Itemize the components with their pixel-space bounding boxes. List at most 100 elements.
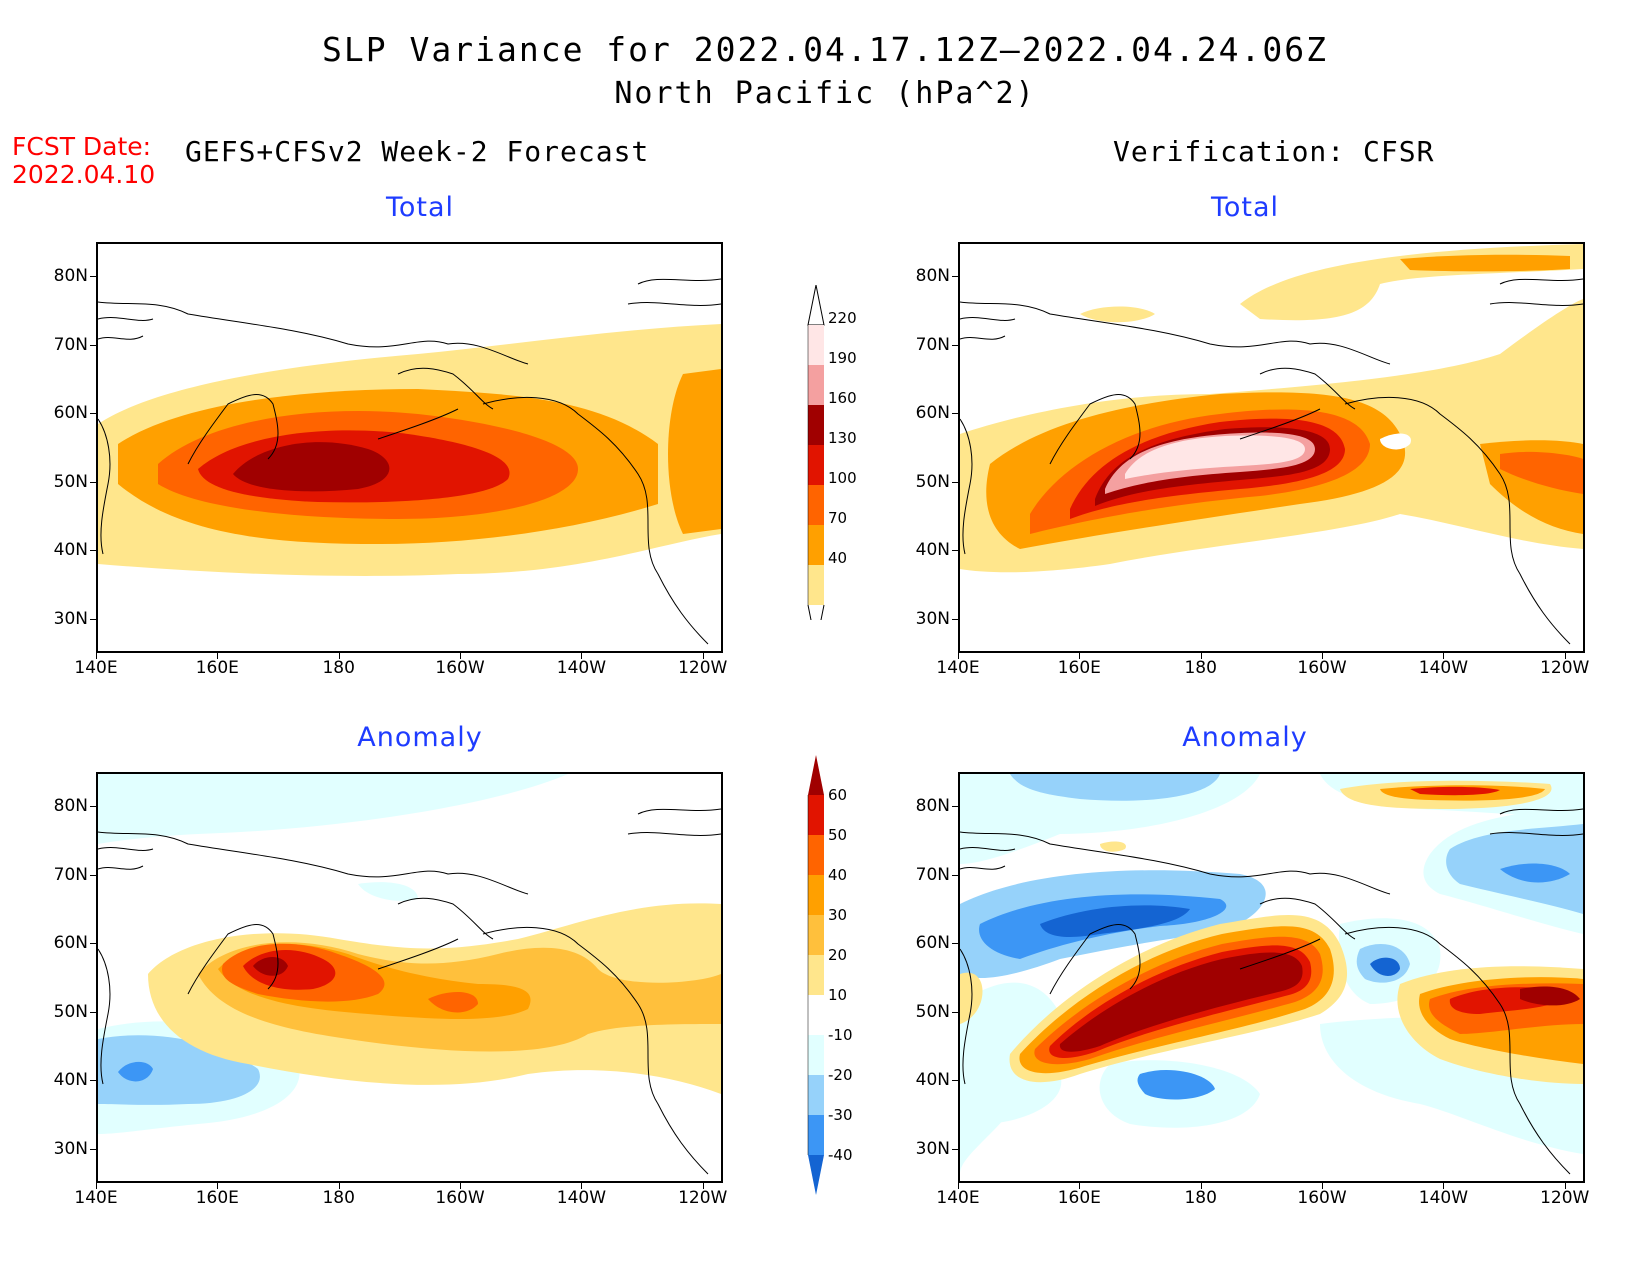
lon-label-ver-total: 140W [1418,658,1469,678]
fcst-total-title: Total [385,192,455,223]
lon-tick [338,1183,340,1189]
lat-tick [90,413,96,415]
lon-tick [1564,653,1566,659]
lon-tick [96,1183,97,1189]
main-title: SLP Variance for 2022.04.17.12Z–2022.04.… [322,30,1328,69]
lat-label-fcst-anom: 70N [53,864,88,885]
lat-tick [90,550,96,552]
ver-anom-contours [960,774,1583,1181]
cb-anom-label: -10 [828,1026,853,1044]
lon-label-fcst-total: 140E [74,658,118,678]
cb-total-label: 190 [828,349,857,367]
total-colorbar [807,285,825,620]
lon-label-fcst-anom: 140E [74,1188,118,1208]
lat-tick [90,344,96,346]
lon-tick [1443,653,1445,659]
cb-anom-box [808,795,824,835]
lat-label-fcst-total: 30N [53,608,88,629]
cb-anom-box [808,875,824,915]
lon-tick [702,653,704,659]
lon-label-fcst-total: 160W [435,658,485,678]
cb-anom-label: 30 [828,906,848,924]
lat-label-fcst-anom: 30N [53,1138,88,1159]
lon-tick [1322,653,1324,659]
lat-label-ver-anom: 60N [915,933,950,954]
cb-anom-label: -30 [828,1106,853,1124]
cb-anom-bottom [808,1155,824,1195]
lat-tick [90,943,96,945]
cb-total-box [808,365,824,405]
lat-label-fcst-anom: 80N [53,796,88,817]
lat-label-fcst-total: 50N [53,471,88,492]
fcst-total-contours [98,278,721,645]
lon-label-fcst-total: 120W [678,658,728,678]
lon-tick [460,653,462,659]
cb-anom-label: -40 [828,1146,853,1164]
lon-label-ver-anom: 160W [1297,1188,1347,1208]
lat-tick [952,1080,958,1082]
cb-anom-box [808,1115,824,1155]
cb-anom-box [808,1035,824,1075]
lat-tick [952,1011,958,1013]
lat-tick [90,1011,96,1013]
lon-label-fcst-anom: 120W [678,1188,728,1208]
lon-tick [581,1183,583,1189]
lat-tick [952,344,958,346]
ver-total-title: Total [1210,192,1280,223]
lat-label-ver-anom: 50N [915,1001,950,1022]
lat-label-ver-total: 60N [915,403,950,424]
lon-tick [1200,653,1202,659]
lon-label-fcst-total: 180 [322,658,355,678]
lat-tick [952,481,958,483]
lat-label-fcst-total: 40N [53,540,88,561]
lat-tick [952,618,958,620]
fcst-date-label: FCST Date: [12,132,152,161]
lat-label-ver-anom: 80N [915,796,950,817]
cb-total-label: 40 [828,549,848,567]
lon-label-fcst-total: 160E [195,658,239,678]
ver-total-map [958,242,1585,653]
cb-total-label: 160 [828,389,857,407]
lon-tick [1443,1183,1445,1189]
fcst-anom-map [96,772,723,1183]
cb-anom-box [808,915,824,955]
cb-total-label: 100 [828,469,857,487]
lon-label-ver-anom: 120W [1540,1188,1590,1208]
lon-label-ver-total: 120W [1540,658,1590,678]
cb-anom-box [808,995,824,1035]
lon-label-fcst-anom: 180 [322,1188,355,1208]
lat-label-fcst-total: 60N [53,403,88,424]
lon-tick [217,1183,219,1189]
fcst-anom-contours [98,774,721,1175]
lat-label-fcst-anom: 50N [53,1001,88,1022]
cb-anom-label: -20 [828,1066,853,1084]
lat-label-fcst-total: 80N [53,266,88,287]
cb-total-box [808,565,824,605]
lon-label-ver-total: 160E [1057,658,1101,678]
lat-tick [952,943,958,945]
lat-tick [952,874,958,876]
lat-tick [952,276,958,278]
fcst-total-map [96,242,723,653]
cb-anom-box [808,1075,824,1115]
lat-label-fcst-anom: 60N [53,933,88,954]
lat-label-ver-total: 30N [915,608,950,629]
cb-total-top [807,285,825,326]
lon-label-fcst-total: 140W [556,658,607,678]
main-subtitle: North Pacific (hPa^2) [614,76,1036,111]
lat-label-ver-total: 80N [915,266,950,287]
fcst-anom-title: Anomaly [357,722,483,753]
lon-label-ver-anom: 140W [1418,1188,1469,1208]
lat-tick [90,276,96,278]
lat-label-fcst-anom: 40N [53,1070,88,1091]
ver-anom-map [958,772,1585,1183]
cb-anom-label: 40 [828,866,848,884]
cb-total-box [808,325,824,365]
lon-tick [338,653,340,659]
cb-anom-label: 60 [828,786,848,804]
forecast-header: GEFS+CFSv2 Week-2 Forecast [185,135,650,168]
fcst-date-value: 2022.04.10 [12,160,156,189]
lat-label-ver-anom: 40N [915,1070,950,1091]
lon-label-fcst-anom: 160E [195,1188,239,1208]
lon-tick [1200,1183,1202,1189]
